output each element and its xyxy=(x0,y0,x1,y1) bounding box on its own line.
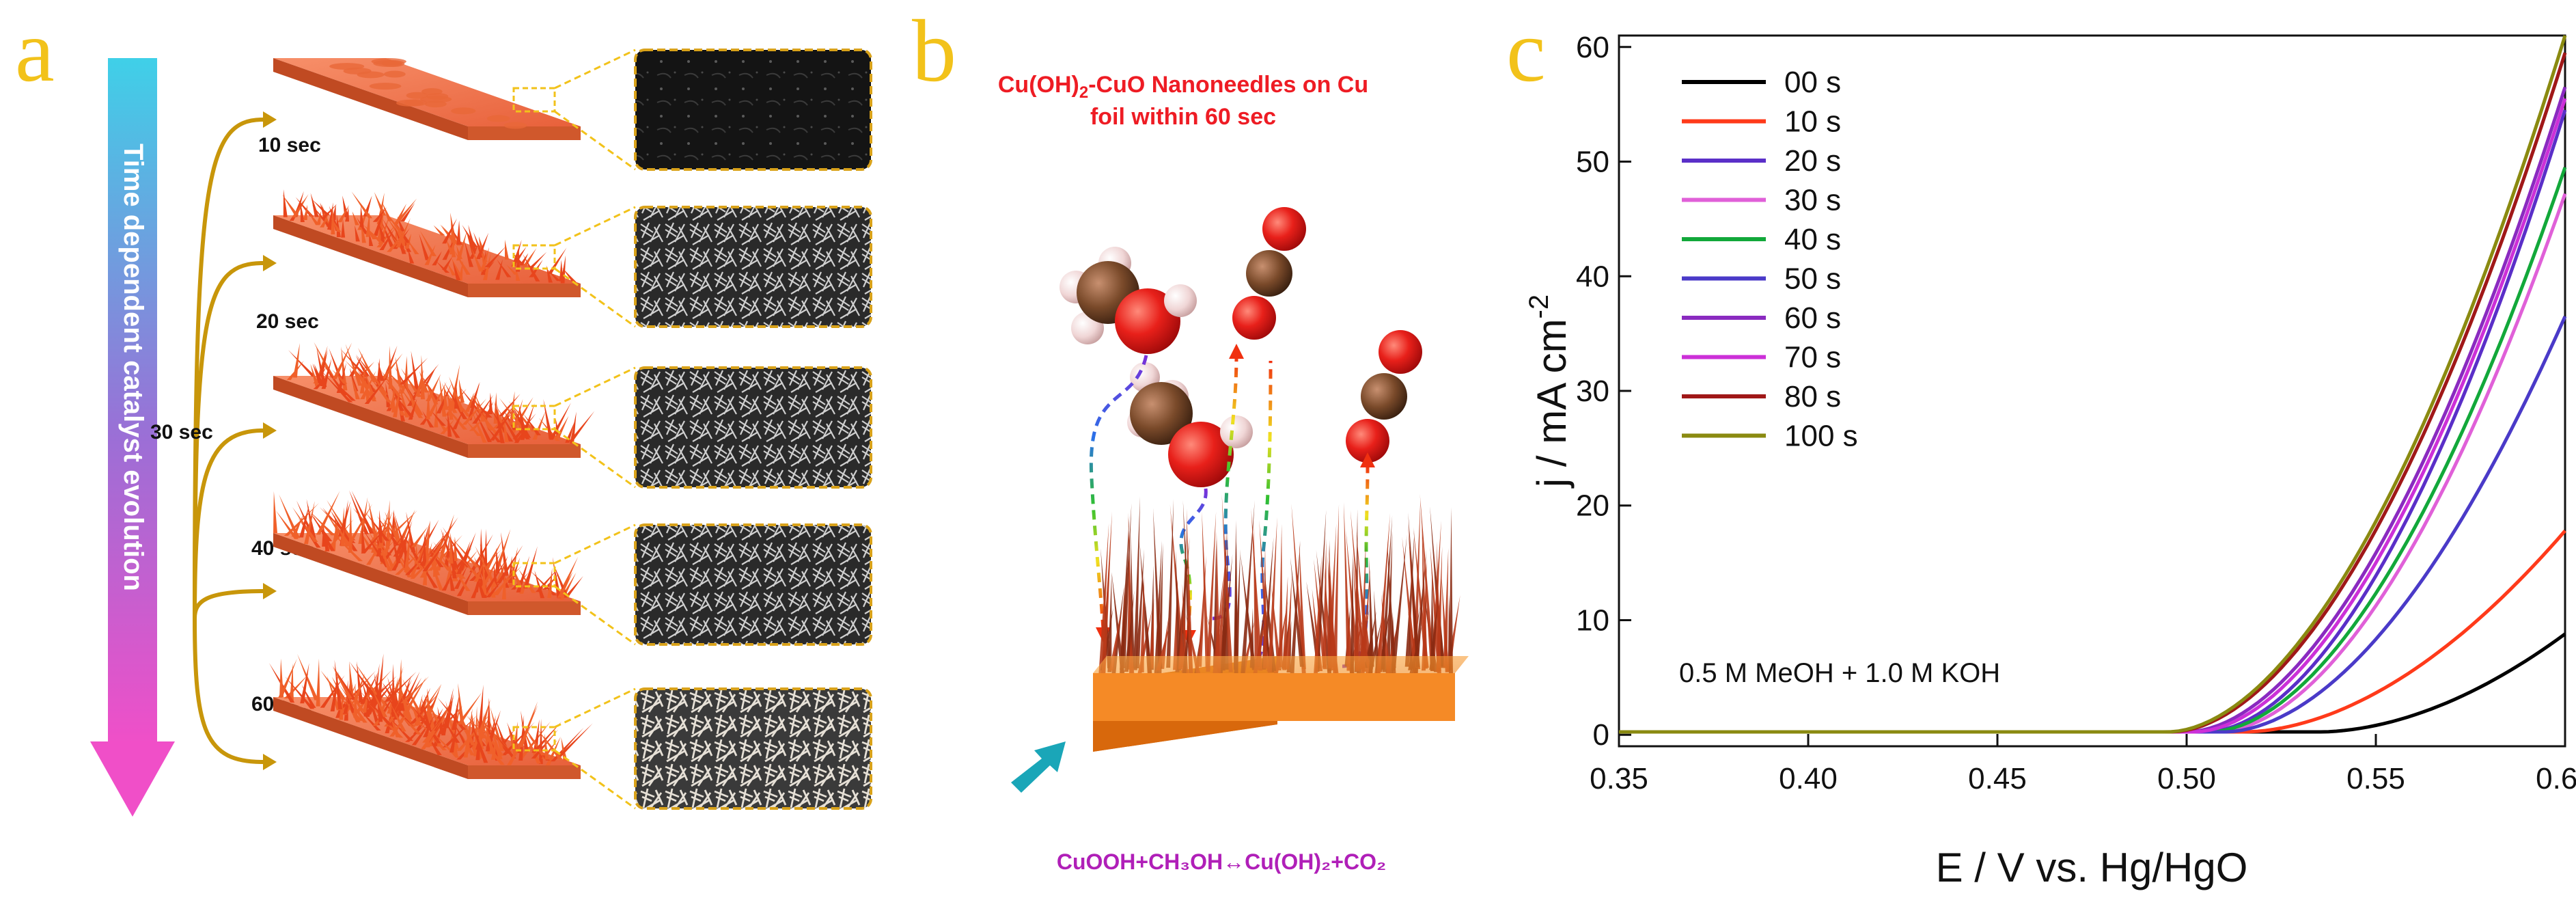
co2-molecule-1 xyxy=(1232,207,1306,340)
legend-label-3: 30 s xyxy=(1784,184,1841,217)
series-line-80s xyxy=(1619,52,2567,734)
time-arrow: Time dependent catalyst evolution xyxy=(90,58,175,817)
panel-a-schematic: Time dependent catalyst evolution 10 sec… xyxy=(90,49,872,817)
stage-label-10sec: 10 sec xyxy=(258,134,321,156)
series-line-60s xyxy=(1619,86,2567,734)
foil-stage-1 xyxy=(273,58,581,140)
series-line-10s xyxy=(1619,529,2566,734)
electrolyte-annotation: 0.5 M MeOH + 1.0 M KOH xyxy=(1679,658,2000,688)
panel-letter-b: b xyxy=(912,2,956,100)
legend-label-2: 20 s xyxy=(1784,144,1841,178)
foil-stage-2 xyxy=(273,189,581,297)
panel-b-reaction-equation: CuOOH+CH₃OH↔Cu(OH)₂+CO₂ xyxy=(1057,849,1386,874)
y-tick-label-2: 20 xyxy=(1576,489,1609,523)
x-axis-title: E / V vs. Hg/HgO xyxy=(1936,845,2248,890)
legend: 00 s 10 s 20 s 30 s 40 s 50 s 60 s 70 s 80 s 100 … xyxy=(1682,66,1858,453)
panel-b-title-line1: Cu(OH)2-CuO Nanoneedles on Cu xyxy=(998,72,1368,102)
series-line-70s xyxy=(1619,98,2567,734)
foil-stage-5 xyxy=(268,653,593,779)
sem-image-1 xyxy=(634,49,872,171)
lsv-chart: 0.35 0.40 0.45 0.50 0.55 0.60 0 10 20 30 40 50 60 0… xyxy=(1524,31,2576,890)
x-axis-ticks: 0.35 0.40 0.45 0.50 0.55 0.60 xyxy=(1590,734,2576,795)
y-tick-label-5: 50 xyxy=(1576,146,1609,179)
x-tick-label-2: 0.45 xyxy=(1968,762,2027,795)
y-tick-label-4: 40 xyxy=(1576,260,1609,293)
panel-b-schematic: Cu(OH)2-CuO Nanoneedles on Cu foil withi… xyxy=(998,72,1469,874)
y-tick-label-1: 10 xyxy=(1576,603,1609,637)
sem-image-2 xyxy=(634,206,872,328)
sem-image-3 xyxy=(634,366,872,489)
nanoneedle-array xyxy=(1098,494,1460,677)
x-tick-label-5: 0.60 xyxy=(2536,762,2576,795)
stage-label-30sec: 30 sec xyxy=(150,421,213,444)
legend-label-9: 100 s xyxy=(1784,420,1858,453)
y-axis-ticks: 0 10 20 30 40 50 60 xyxy=(1576,31,1631,752)
panel-letter-a: a xyxy=(15,2,55,100)
branch-arrows xyxy=(193,118,264,764)
co2-molecule-2 xyxy=(1346,330,1422,463)
y-axis-title: j / mA cm-2 xyxy=(1524,295,1575,489)
sem-image-4 xyxy=(634,523,872,646)
foil-stage-4 xyxy=(273,490,583,615)
methanol-molecule-2 xyxy=(1127,362,1253,487)
series-curves xyxy=(1619,35,2567,734)
foil-stage-3 xyxy=(273,342,595,458)
stage-label-20sec: 20 sec xyxy=(256,310,319,333)
x-tick-label-0: 0.35 xyxy=(1590,762,1648,795)
legend-label-1: 10 s xyxy=(1784,105,1841,139)
legend-label-6: 60 s xyxy=(1784,301,1841,335)
legend-label-7: 70 s xyxy=(1784,341,1841,374)
plot-frame xyxy=(1618,34,2566,748)
y-tick-label-3: 30 xyxy=(1576,374,1609,408)
panel-letter-c: c xyxy=(1506,2,1546,100)
x-tick-label-1: 0.40 xyxy=(1779,762,1838,795)
legend-label-5: 50 s xyxy=(1784,262,1841,296)
sem-image-5 xyxy=(634,687,872,810)
time-arrow-label: Time dependent catalyst evolution xyxy=(118,144,148,591)
legend-label-0: 00 s xyxy=(1784,66,1841,99)
cu-foil-slab-front xyxy=(1093,656,1469,721)
y-tick-label-6: 60 xyxy=(1576,31,1609,64)
series-line-100s xyxy=(1619,35,2567,734)
y-tick-label-0: 0 xyxy=(1593,718,1609,752)
branch-arrowheads xyxy=(263,111,277,770)
legend-label-8: 80 s xyxy=(1784,380,1841,413)
legend-label-4: 40 s xyxy=(1784,223,1841,256)
methanol-molecule-1 xyxy=(1060,247,1197,354)
series-line-40s xyxy=(1619,167,2567,734)
panel-b-title-line2: foil within 60 sec xyxy=(1090,104,1276,130)
x-tick-label-3: 0.50 xyxy=(2157,762,2216,795)
teal-pointer-arrow xyxy=(1011,741,1066,793)
x-tick-label-4: 0.55 xyxy=(2346,762,2405,795)
